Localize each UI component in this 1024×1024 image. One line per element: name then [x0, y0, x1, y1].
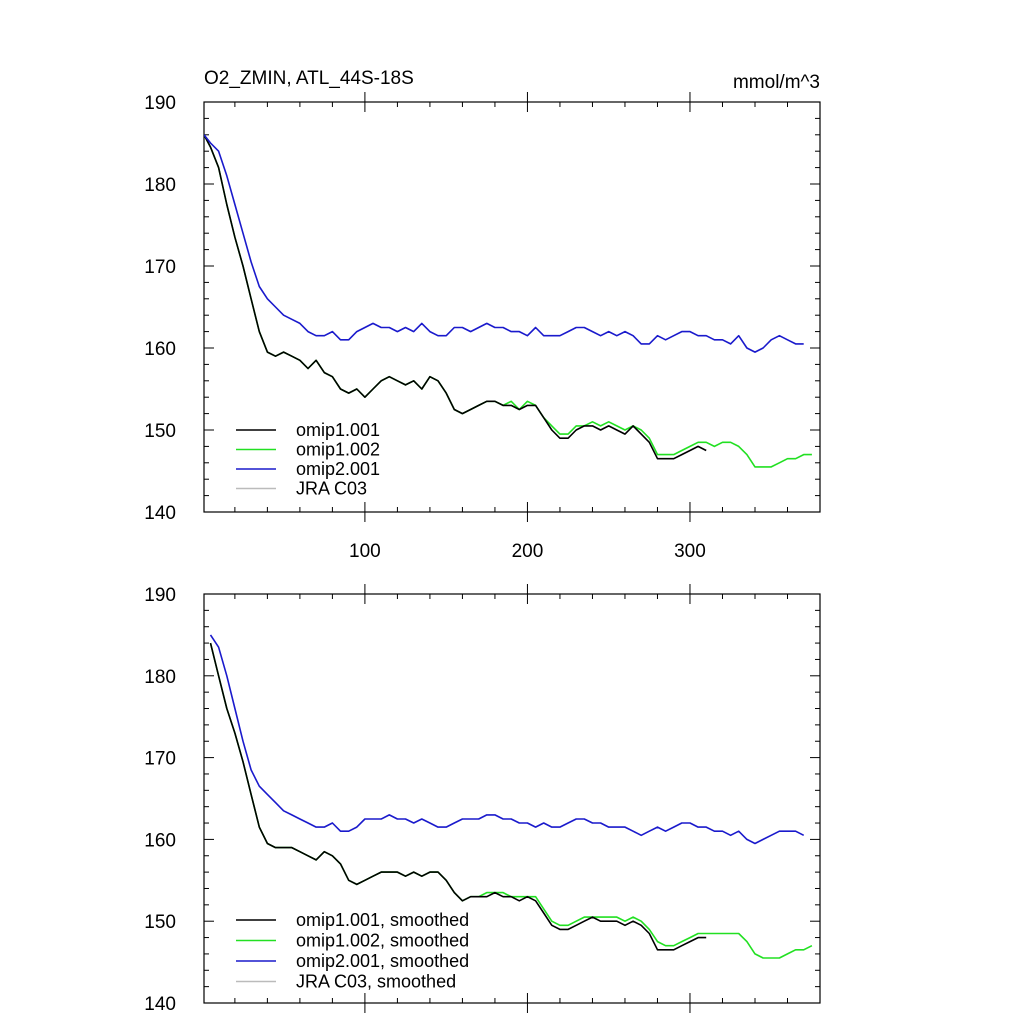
y-tick-label: 190: [144, 93, 176, 114]
series-line-omip2-001-smoothed: [209, 634, 805, 845]
y-tick-label: 150: [144, 912, 176, 933]
legend-label: omip2.001: [296, 459, 380, 479]
legend-label: omip2.001, smoothed: [296, 951, 469, 971]
series-line-omip1-001-smoothed: [209, 642, 707, 951]
y-tick-label: 170: [144, 257, 176, 278]
series-line-omip1-001: [204, 134, 707, 460]
x-tick-label: 200: [512, 541, 544, 562]
figure-title: O2_ZMIN, ATL_44S-18S: [204, 68, 414, 89]
y-tick-label: 140: [144, 994, 176, 1015]
x-tick-label: 300: [674, 541, 706, 562]
x-tick-label: 100: [349, 541, 381, 562]
legend-label: JRA C03, smoothed: [296, 972, 456, 992]
y-tick-label: 190: [144, 585, 176, 606]
series-line-omip1-002: [204, 134, 812, 468]
y-tick-label: 140: [144, 503, 176, 524]
y-tick-label: 150: [144, 421, 176, 442]
figure-units: mmol/m^3: [733, 72, 820, 93]
plot-frame: [203, 101, 821, 513]
legend-label: omip1.002, smoothed: [296, 931, 469, 951]
y-tick-label: 160: [144, 339, 176, 360]
y-tick-label: 170: [144, 749, 176, 770]
y-tick-label: 180: [144, 175, 176, 196]
y-tick-label: 180: [144, 667, 176, 688]
legend-label: omip1.002: [296, 440, 380, 460]
series-line-omip2-001: [204, 134, 804, 353]
legend-label: omip1.001, smoothed: [296, 910, 469, 930]
legend-label: JRA C03: [296, 479, 367, 499]
plot-frame: [203, 593, 821, 1004]
legend-label: omip1.001: [296, 420, 380, 440]
y-tick-label: 160: [144, 830, 176, 851]
